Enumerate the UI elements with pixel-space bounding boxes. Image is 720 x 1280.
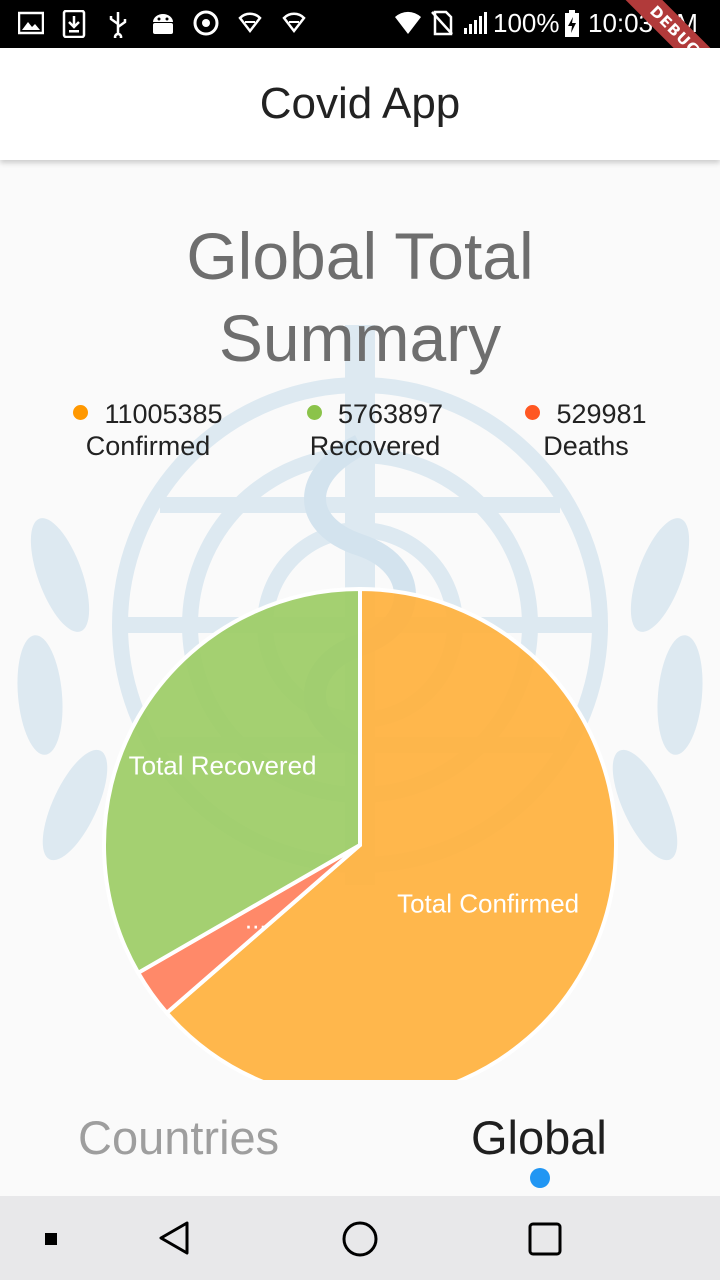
legend-value: 11005385 <box>104 399 223 429</box>
tab-countries[interactable]: Countries <box>78 1111 280 1164</box>
pie-chart[interactable]: Total Confirmed Total Recovered... <box>0 160 720 1080</box>
wifi-icon <box>282 12 306 34</box>
app-bar: Covid App <box>0 48 720 160</box>
system-nav-bar <box>0 1196 720 1280</box>
pie-slice-label: Total Recovered <box>129 751 317 781</box>
global-summary-page: Global Total Summary 11005385 Confirmed … <box>0 160 720 1196</box>
legend-value: 529981 <box>556 399 647 429</box>
legend-label: Confirmed <box>85 431 211 461</box>
home-icon[interactable] <box>341 1220 379 1258</box>
wifi-icon <box>395 11 421 34</box>
pie-slice-confirmed[interactable] <box>163 586 618 1080</box>
chrome-icon <box>193 10 219 36</box>
pie-slice-label: Total Confirmed <box>397 888 579 918</box>
legend-dot <box>306 405 322 421</box>
download-icon <box>62 10 86 38</box>
legend-value: 5763897 <box>337 399 444 429</box>
no-sim-icon <box>431 10 453 36</box>
bottom-tabs: Countries Global <box>0 1110 720 1196</box>
active-tab-indicator <box>530 1168 550 1188</box>
usb-icon <box>109 12 127 38</box>
legend-item-confirmed: 11005385 Confirmed <box>68 398 228 462</box>
status-bar: 100% 10:03 AM <box>0 0 720 48</box>
legend-label: Recovered <box>309 431 441 461</box>
pie-slice-label: ... <box>245 904 267 934</box>
wifi-icon <box>238 12 262 34</box>
chart-legend: 11005385 Confirmed 5763897 Recovered 529… <box>0 398 720 468</box>
pie-slice-recovered[interactable] <box>102 586 362 976</box>
summary-title: Global Total Summary <box>186 219 534 375</box>
app-title: Covid App <box>259 79 461 128</box>
legend-dot <box>525 405 541 421</box>
legend-item-deaths: 529981 Deaths <box>518 398 654 462</box>
legend-label: Deaths <box>543 431 629 461</box>
back-icon[interactable] <box>156 1220 192 1256</box>
battery-charging-icon <box>565 10 579 37</box>
image-icon <box>18 11 44 35</box>
android-icon <box>153 14 173 34</box>
tab-global[interactable]: Global <box>471 1111 607 1164</box>
legend-dot <box>73 405 89 421</box>
recents-dot-icon[interactable] <box>44 1232 58 1246</box>
signal-icon <box>464 12 487 34</box>
battery-percentage: 100% <box>493 8 560 38</box>
overview-icon[interactable] <box>527 1221 563 1257</box>
legend-item-recovered: 5763897 Recovered <box>300 398 450 462</box>
